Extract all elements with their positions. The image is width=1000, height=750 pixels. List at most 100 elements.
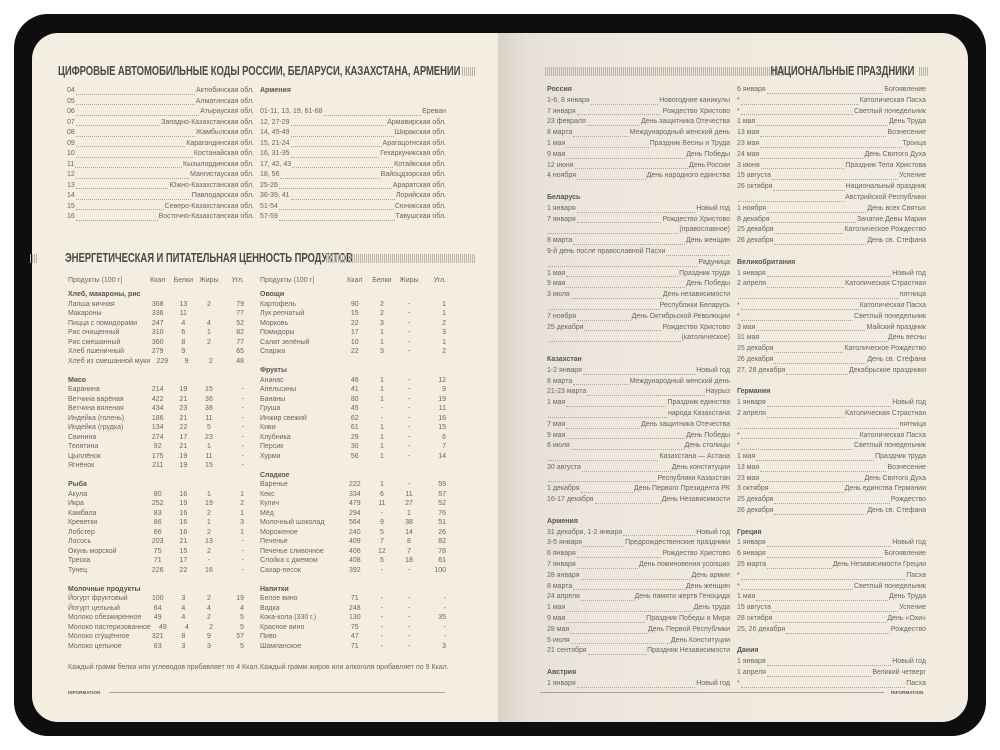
dot-leader: [570, 449, 684, 451]
row-key: 23 февраля: [547, 118, 586, 126]
food-row: Мёд 294 - 1 76: [260, 509, 446, 519]
holiday-row: 21-23 марта Наурыз: [547, 387, 730, 398]
row-key: 57-59: [260, 213, 278, 220]
food-cell: Тунец: [68, 566, 88, 574]
row-key: 28 января: [547, 571, 580, 579]
dot-leader: [773, 189, 845, 191]
holiday-row: 28 мая День Первой Республики: [547, 625, 730, 636]
row-value: День Святого Духа: [864, 474, 926, 482]
dot-leader: [278, 188, 392, 189]
dot-leader: [75, 177, 190, 179]
food-cell: 1: [207, 490, 211, 498]
dot-leader: [292, 167, 394, 168]
food-cell: 15: [438, 424, 447, 431]
row-key: 18, 56: [260, 171, 280, 178]
country-header: Великобритания: [737, 258, 796, 266]
holiday-row: 1 января Новый год: [737, 398, 926, 409]
code-row: 12 Мангистауская обл.: [67, 170, 254, 181]
food-cell: 5: [379, 528, 384, 536]
dot-leader: [760, 168, 845, 170]
food-cell: 59: [438, 481, 447, 488]
holidays-column-1: Россия 1-6, 8 января Новогодние каникулы 7 …: [547, 85, 730, 690]
dot-leader: [586, 125, 641, 127]
row-key: 8 марта: [547, 582, 573, 590]
holiday-row: 13 мая Вознесение: [737, 463, 926, 474]
food-cell: 19: [179, 500, 188, 507]
holiday-row: 7 ноября День Октябрьской Революции: [547, 312, 730, 323]
food-cell: 15: [179, 547, 188, 555]
holiday-row: 26 декабря День св. Стефана: [737, 355, 926, 366]
food-cell: -: [407, 604, 411, 612]
food-cell: 23: [205, 433, 213, 441]
food-cell: 13: [205, 538, 213, 545]
dot-leader: [75, 156, 193, 158]
food-cell: 71: [350, 595, 359, 602]
row-value: Мангистауская обл.: [190, 171, 254, 178]
food-row: Баранина 214 19 15 -: [68, 385, 244, 395]
holiday-row: 8 марта Международный женский день: [547, 377, 730, 388]
codes-armenia-header: Армения: [260, 87, 291, 94]
holiday-row: 1 января Новый год: [737, 269, 926, 280]
food-cell: -: [407, 319, 411, 327]
row-value: народа Казахстана: [667, 409, 730, 417]
dot-leader: [587, 654, 647, 656]
food-cell: 46: [350, 376, 359, 384]
food-cell: 19: [179, 462, 188, 469]
food-cell: Акула: [68, 490, 88, 498]
row-value: Новый год: [696, 204, 730, 212]
dot-leader: [760, 481, 864, 483]
row-key: 31 декабря, 1-2 января: [547, 528, 623, 536]
row-value: Карагандинская обл.: [186, 139, 254, 147]
dot-leader: [573, 135, 629, 137]
row-value: Новый год: [892, 539, 926, 547]
code-row: 25-26 Араратская обл.: [260, 181, 446, 192]
row-value: Богоявление: [884, 550, 926, 558]
holiday-row: 1 мая День труда: [547, 603, 730, 614]
food-cell: -: [407, 633, 411, 640]
holiday-row: 26 декабря День св. Стефана: [737, 236, 926, 247]
food-cell: 252: [151, 500, 164, 507]
holiday-row: 1 января Новый год: [737, 657, 926, 668]
code-row: 14 Павлодарская обл.: [67, 191, 254, 202]
holiday-row: 3 июля День независимости: [547, 290, 730, 301]
holiday-row: * Католическая Пасха: [737, 431, 926, 442]
holiday-row: 25 декабря Рождество: [737, 495, 926, 506]
dot-leader: [573, 384, 629, 386]
food-row: Бананы 80 1 - 19: [260, 395, 446, 405]
country-header: Дания: [737, 647, 759, 655]
food-row: Варенье 222 1 - 59: [260, 480, 446, 490]
food-cell: 11: [405, 490, 413, 498]
food-cell: 2: [208, 357, 213, 365]
dot-leader: [738, 427, 899, 429]
holiday-row: 1 мая Праздник Весны и Труда: [547, 139, 730, 150]
food-cell: 21: [179, 395, 188, 403]
dot-leader: [766, 276, 892, 278]
row-key: 1-6, 8 января: [547, 96, 590, 104]
food-row: Картофель 90 2 - 1: [260, 300, 446, 310]
row-key: 15, 21-24: [260, 139, 290, 147]
dot-leader: [75, 198, 191, 200]
food-group-header: Молочные продукты: [68, 585, 141, 593]
dot-leader: [566, 611, 693, 613]
food-cell: 4: [181, 614, 186, 621]
row-key: 9 мая: [547, 431, 566, 439]
spacer: [737, 247, 926, 258]
food-row: Кулич 479 11 27 52: [260, 499, 446, 509]
row-key: 1 мая: [547, 139, 566, 147]
row-value: Вайоцдзорская обл.: [380, 171, 446, 178]
holiday-row: 9 мая День Победы: [547, 431, 730, 442]
food-table-left: Продукты (100 г) Ккал Белки Жиры Угл. Хлеб, м…: [68, 276, 244, 651]
row-value: Католическая Страстная: [845, 409, 926, 417]
holiday-row: 8 марта День женщин: [547, 236, 730, 247]
food-cell: Баранина: [68, 386, 100, 393]
holiday-row: Республики Беларусь: [547, 301, 730, 312]
row-key: 36-39, 41: [260, 192, 290, 199]
dot-leader: [75, 167, 183, 168]
dot-leader: [75, 135, 195, 137]
footer-divider: [109, 692, 445, 693]
row-value: День защитника Отечества: [641, 118, 730, 126]
row-key: *: [737, 107, 740, 115]
food-cell: -: [241, 386, 244, 393]
food-cell: 65: [236, 348, 244, 355]
dot-leader: [566, 405, 667, 407]
